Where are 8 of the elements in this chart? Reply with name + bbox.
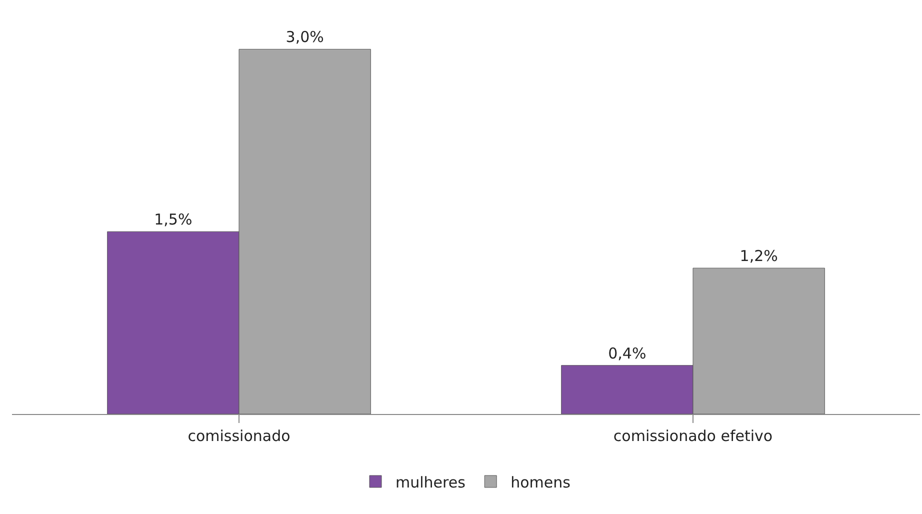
legend-label: mulheres [396, 473, 466, 492]
x-tick-label: comissionado [188, 427, 290, 445]
data-label: 1,5% [154, 210, 192, 229]
data-label: 3,0% [286, 28, 324, 46]
data-label: 1,2% [740, 247, 778, 266]
data-label: 0,4% [608, 344, 646, 362]
x-tick-label: comissionado efetivo [613, 427, 773, 445]
legend-label: homens [510, 473, 571, 492]
